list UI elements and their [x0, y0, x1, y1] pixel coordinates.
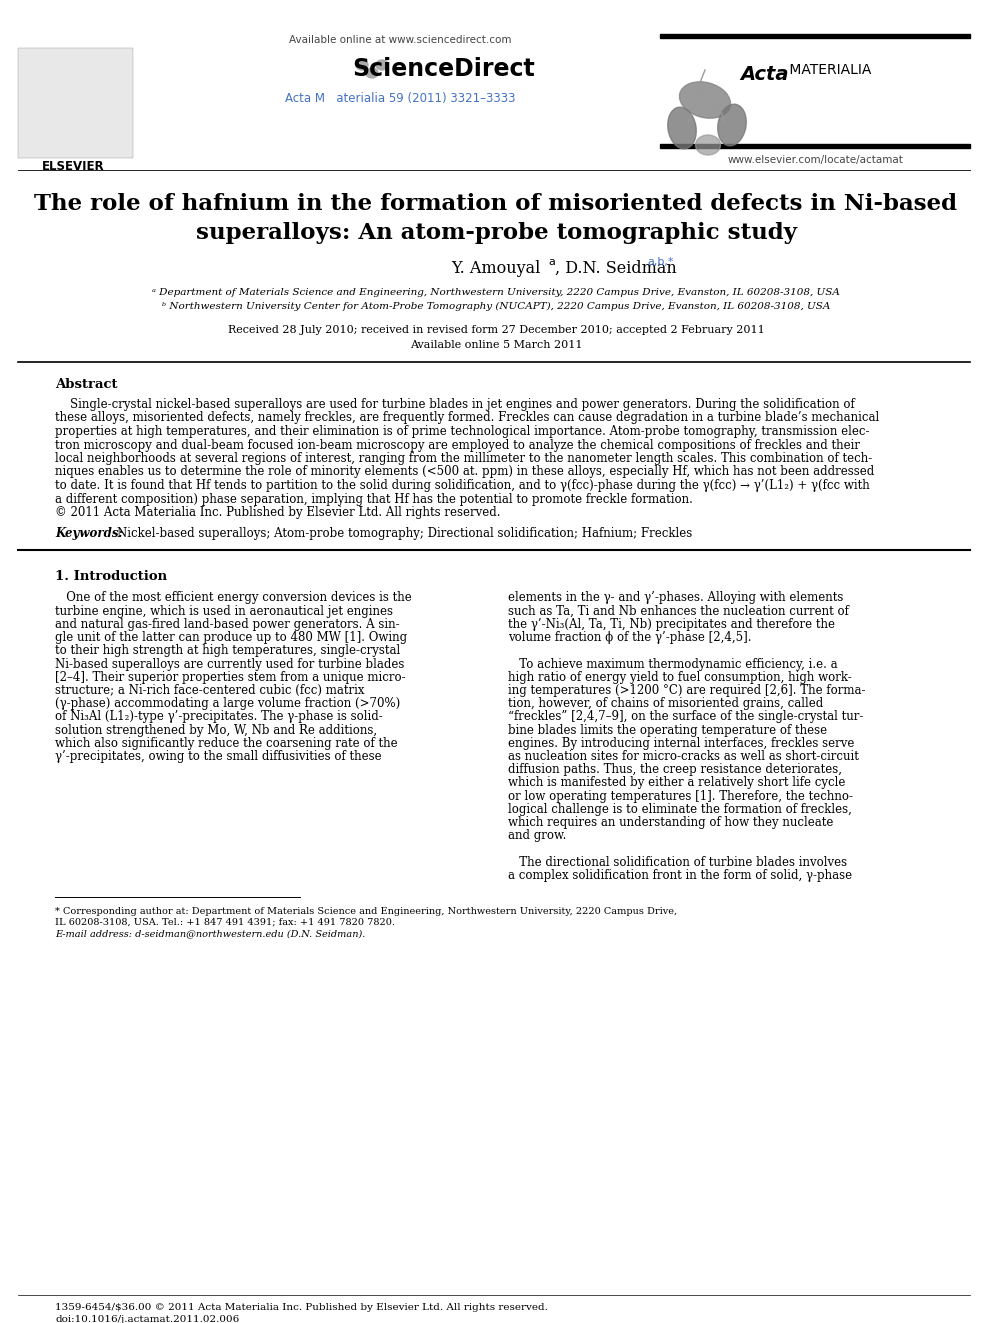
- Text: which is manifested by either a relatively short life cycle: which is manifested by either a relative…: [508, 777, 845, 790]
- Text: a: a: [548, 257, 555, 267]
- Text: “freckles” [2,4,7–9], on the surface of the single-crystal tur-: “freckles” [2,4,7–9], on the surface of …: [508, 710, 863, 724]
- Text: , D.N. Seidman: , D.N. Seidman: [555, 261, 682, 277]
- Text: and natural gas-fired land-based power generators. A sin-: and natural gas-fired land-based power g…: [55, 618, 400, 631]
- Bar: [660, 144, 970, 148]
- Text: Received 28 July 2010; received in revised form 27 December 2010; accepted 2 Feb: Received 28 July 2010; received in revis…: [227, 325, 765, 335]
- Text: of Ni₃Al (L1₂)-type γ’-precipitates. The γ-phase is solid-: of Ni₃Al (L1₂)-type γ’-precipitates. The…: [55, 710, 383, 724]
- Text: tion, however, of chains of misoriented grains, called: tion, however, of chains of misoriented …: [508, 697, 823, 710]
- Text: 1359-6454/$36.00 © 2011 Acta Materialia Inc. Published by Elsevier Ltd. All righ: 1359-6454/$36.00 © 2011 Acta Materialia …: [55, 1303, 548, 1312]
- Text: properties at high temperatures, and their elimination is of prime technological: properties at high temperatures, and the…: [55, 425, 870, 438]
- Ellipse shape: [366, 67, 378, 78]
- Text: ᵃ Department of Materials Science and Engineering, Northwestern University, 2220: ᵃ Department of Materials Science and En…: [152, 288, 840, 296]
- Text: diffusion paths. Thus, the creep resistance deteriorates,: diffusion paths. Thus, the creep resista…: [508, 763, 842, 777]
- Text: volume fraction ϕ of the γ’-phase [2,4,5].: volume fraction ϕ of the γ’-phase [2,4,5…: [508, 631, 752, 644]
- Ellipse shape: [668, 107, 696, 148]
- Text: a,b,*: a,b,*: [647, 257, 674, 267]
- Text: (γ-phase) accommodating a large volume fraction (>70%): (γ-phase) accommodating a large volume f…: [55, 697, 400, 710]
- Text: logical challenge is to eliminate the formation of freckles,: logical challenge is to eliminate the fo…: [508, 803, 852, 816]
- Text: which requires an understanding of how they nucleate: which requires an understanding of how t…: [508, 816, 833, 830]
- Text: niques enables us to determine the role of minority elements (<500 at. ppm) in t: niques enables us to determine the role …: [55, 466, 874, 479]
- Text: Acta: Acta: [740, 65, 789, 83]
- Text: Nickel-based superalloys; Atom-probe tomography; Directional solidification; Haf: Nickel-based superalloys; Atom-probe tom…: [117, 528, 692, 541]
- Text: To achieve maximum thermodynamic efficiency, i.e. a: To achieve maximum thermodynamic efficie…: [508, 658, 837, 671]
- Text: One of the most efficient energy conversion devices is the: One of the most efficient energy convers…: [55, 591, 412, 605]
- Bar: [18, 48, 133, 157]
- Text: doi:10.1016/j.actamat.2011.02.006: doi:10.1016/j.actamat.2011.02.006: [55, 1315, 239, 1323]
- Text: tron microscopy and dual-beam focused ion-beam microscopy are employed to analyz: tron microscopy and dual-beam focused io…: [55, 438, 860, 451]
- Text: bine blades limits the operating temperature of these: bine blades limits the operating tempera…: [508, 724, 827, 737]
- Text: www.elsevier.com/locate/actamat: www.elsevier.com/locate/actamat: [727, 155, 903, 165]
- Text: IL 60208-3108, USA. Tel.: +1 847 491 4391; fax: +1 491 7820 7820.: IL 60208-3108, USA. Tel.: +1 847 491 439…: [55, 918, 395, 927]
- Text: the γ’-Ni₃(Al, Ta, Ti, Nb) precipitates and therefore the: the γ’-Ni₃(Al, Ta, Ti, Nb) precipitates …: [508, 618, 835, 631]
- Text: local neighborhoods at several regions of interest, ranging from the millimeter : local neighborhoods at several regions o…: [55, 452, 872, 464]
- Text: gle unit of the latter can produce up to 480 MW [1]. Owing: gle unit of the latter can produce up to…: [55, 631, 407, 644]
- Text: Available online at www.sciencedirect.com: Available online at www.sciencedirect.co…: [289, 34, 511, 45]
- Text: 1. Introduction: 1. Introduction: [55, 569, 167, 582]
- Text: or low operating temperatures [1]. Therefore, the techno-: or low operating temperatures [1]. There…: [508, 790, 853, 803]
- Text: ing temperatures (>1200 °C) are required [2,6]. The forma-: ing temperatures (>1200 °C) are required…: [508, 684, 865, 697]
- Bar: [660, 34, 970, 38]
- Text: as nucleation sites for micro-cracks as well as short-circuit: as nucleation sites for micro-cracks as …: [508, 750, 859, 763]
- Text: turbine engine, which is used in aeronautical jet engines: turbine engine, which is used in aeronau…: [55, 605, 393, 618]
- Text: Abstract: Abstract: [55, 378, 117, 392]
- Text: solution strengthened by Mo, W, Nb and Re additions,: solution strengthened by Mo, W, Nb and R…: [55, 724, 377, 737]
- Text: Acta M   aterialia 59 (2011) 3321–3333: Acta M aterialia 59 (2011) 3321–3333: [285, 93, 515, 105]
- Text: which also significantly reduce the coarsening rate of the: which also significantly reduce the coar…: [55, 737, 398, 750]
- Ellipse shape: [356, 60, 368, 70]
- Text: ELSEVIER: ELSEVIER: [42, 160, 104, 173]
- Text: ScienceDirect: ScienceDirect: [352, 57, 535, 81]
- Text: E-mail address: d-seidman@northwestern.edu (D.N. Seidman).: E-mail address: d-seidman@northwestern.e…: [55, 929, 365, 938]
- Text: elements in the γ- and γ’-phases. Alloying with elements: elements in the γ- and γ’-phases. Alloyi…: [508, 591, 843, 605]
- Text: Ni-based superalloys are currently used for turbine blades: Ni-based superalloys are currently used …: [55, 658, 405, 671]
- Text: γ’-precipitates, owing to the small diffusivities of these: γ’-precipitates, owing to the small diff…: [55, 750, 382, 763]
- Text: to their high strength at high temperatures, single-crystal: to their high strength at high temperatu…: [55, 644, 400, 658]
- Text: © 2011 Acta Materialia Inc. Published by Elsevier Ltd. All rights reserved.: © 2011 Acta Materialia Inc. Published by…: [55, 505, 501, 519]
- Text: * Corresponding author at: Department of Materials Science and Engineering, Nort: * Corresponding author at: Department of…: [55, 906, 678, 916]
- Text: Available online 5 March 2011: Available online 5 March 2011: [410, 340, 582, 351]
- Ellipse shape: [695, 135, 720, 155]
- Text: high ratio of energy yield to fuel consumption, high work-: high ratio of energy yield to fuel consu…: [508, 671, 852, 684]
- Text: a complex solidification front in the form of solid, γ-phase: a complex solidification front in the fo…: [508, 869, 852, 881]
- Text: and grow.: and grow.: [508, 830, 566, 843]
- Text: [2–4]. Their superior properties stem from a unique micro-: [2–4]. Their superior properties stem fr…: [55, 671, 406, 684]
- Text: superalloys: An atom-probe tomographic study: superalloys: An atom-probe tomographic s…: [195, 222, 797, 243]
- Text: such as Ta, Ti and Nb enhances the nucleation current of: such as Ta, Ti and Nb enhances the nucle…: [508, 605, 849, 618]
- Text: engines. By introducing internal interfaces, freckles serve: engines. By introducing internal interfa…: [508, 737, 854, 750]
- Ellipse shape: [718, 105, 746, 146]
- Text: to date. It is found that Hf tends to partition to the solid during solidificati: to date. It is found that Hf tends to pa…: [55, 479, 870, 492]
- Text: MATERIALIA: MATERIALIA: [785, 64, 871, 77]
- Text: a different composition) phase separation, implying that Hf has the potential to: a different composition) phase separatio…: [55, 492, 692, 505]
- Text: Keywords:: Keywords:: [55, 528, 131, 541]
- Text: Single-crystal nickel-based superalloys are used for turbine blades in jet engin: Single-crystal nickel-based superalloys …: [55, 398, 855, 411]
- Text: The directional solidification of turbine blades involves: The directional solidification of turbin…: [508, 856, 847, 868]
- Text: these alloys, misoriented defects, namely freckles, are frequently formed. Freck: these alloys, misoriented defects, namel…: [55, 411, 879, 425]
- Text: Y. Amouyal: Y. Amouyal: [451, 261, 541, 277]
- Ellipse shape: [680, 82, 730, 118]
- Text: The role of hafnium in the formation of misoriented defects in Ni-based: The role of hafnium in the formation of …: [35, 193, 957, 216]
- Text: ᵇ Northwestern University Center for Atom-Probe Tomography (NUCAPT), 2220 Campus: ᵇ Northwestern University Center for Ato…: [162, 302, 830, 311]
- Ellipse shape: [376, 60, 388, 70]
- Text: structure; a Ni-rich face-centered cubic (fcc) matrix: structure; a Ni-rich face-centered cubic…: [55, 684, 364, 697]
